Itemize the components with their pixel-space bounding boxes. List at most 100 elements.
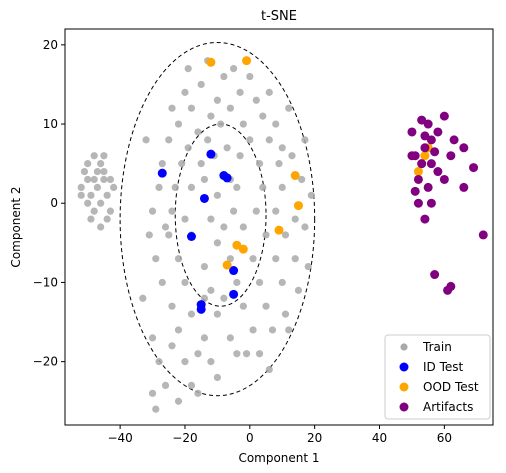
point-train [246, 136, 254, 144]
point-train [90, 175, 98, 184]
point-train [148, 207, 157, 215]
legend-marker-id-test [399, 362, 409, 372]
point-artifacts [459, 143, 469, 153]
point-artifacts [420, 131, 430, 141]
point-train [204, 136, 212, 144]
point-train [200, 175, 209, 184]
point-train [200, 263, 209, 271]
point-train [281, 310, 290, 318]
point-train [255, 278, 264, 287]
chart-title: t-SNE [261, 9, 297, 24]
x-tick-label: 60 [437, 431, 452, 445]
point-ood-test [222, 260, 232, 270]
legend-marker-train [400, 343, 408, 351]
region-ellipse-outer [119, 41, 316, 397]
point-train [220, 294, 228, 302]
point-train [84, 199, 92, 207]
point-train [220, 72, 228, 81]
point-artifacts [420, 214, 430, 224]
point-train [174, 255, 183, 263]
point-artifacts [433, 167, 443, 177]
point-train [174, 397, 183, 405]
point-id-test [186, 232, 196, 242]
legend-marker-ood-test [399, 382, 409, 392]
point-artifacts [426, 135, 436, 145]
point-train [272, 207, 280, 215]
point-train [148, 389, 157, 397]
point-artifacts [459, 182, 469, 192]
point-train [194, 128, 202, 136]
point-train [291, 255, 299, 263]
point-train [278, 183, 286, 191]
point-ood-test [242, 56, 252, 66]
point-train [285, 326, 293, 334]
x-tick-label: −40 [107, 431, 132, 445]
points-layer [77, 56, 488, 413]
point-train [77, 191, 85, 199]
point-train [84, 160, 92, 168]
point-train [213, 96, 221, 104]
point-train [307, 191, 316, 199]
point-id-test [222, 173, 232, 183]
point-train [233, 278, 241, 287]
point-train [278, 278, 286, 287]
point-train [259, 183, 267, 191]
point-ood-test [413, 167, 423, 177]
point-train [152, 255, 160, 263]
point-artifacts [410, 186, 420, 196]
point-train [288, 152, 296, 160]
y-tick-label: −10 [33, 275, 58, 289]
y-tick-label: 20 [43, 38, 58, 52]
point-train [249, 255, 257, 263]
point-artifacts [420, 143, 430, 153]
y-axis-ticks: −20 −10 0 10 20 [33, 38, 65, 369]
point-ood-test [290, 171, 300, 181]
point-train [148, 334, 157, 342]
point-train [213, 191, 221, 199]
point-train [181, 88, 189, 96]
point-train [194, 350, 202, 358]
point-train [93, 183, 102, 191]
point-train [239, 120, 247, 128]
point-train [259, 112, 267, 120]
point-train [93, 167, 102, 176]
point-train [249, 326, 257, 334]
point-artifacts [469, 163, 479, 173]
point-train [252, 207, 260, 215]
point-train [265, 136, 273, 144]
legend-box [384, 334, 491, 420]
point-train [236, 152, 244, 160]
point-train [161, 381, 170, 389]
point-train [226, 334, 234, 342]
point-train [174, 120, 183, 128]
point-train [165, 136, 173, 144]
point-train [272, 120, 280, 128]
point-train [213, 373, 221, 382]
point-train [301, 136, 309, 144]
legend: Train ID Test OOD Test Artifacts [384, 334, 491, 420]
point-artifacts [449, 135, 459, 145]
point-train [155, 358, 163, 366]
point-train [207, 358, 215, 366]
point-train [255, 350, 264, 358]
point-ood-test [232, 240, 242, 250]
point-artifacts [407, 151, 417, 161]
x-tick-label: 40 [372, 431, 387, 445]
point-train [291, 215, 299, 223]
point-train [200, 294, 209, 302]
point-train [220, 223, 228, 231]
point-train [110, 183, 118, 191]
point-train [187, 381, 196, 389]
point-id-test [229, 266, 239, 276]
x-tick-label: −20 [172, 431, 197, 445]
point-train [139, 294, 147, 302]
point-id-test [157, 168, 167, 178]
point-train [200, 334, 209, 342]
point-train [97, 160, 105, 168]
point-train [103, 191, 111, 199]
legend-label-id-test: ID Test [423, 360, 464, 374]
point-train [165, 231, 173, 239]
point-train [207, 215, 215, 223]
point-train [230, 65, 238, 73]
point-train [233, 350, 241, 358]
